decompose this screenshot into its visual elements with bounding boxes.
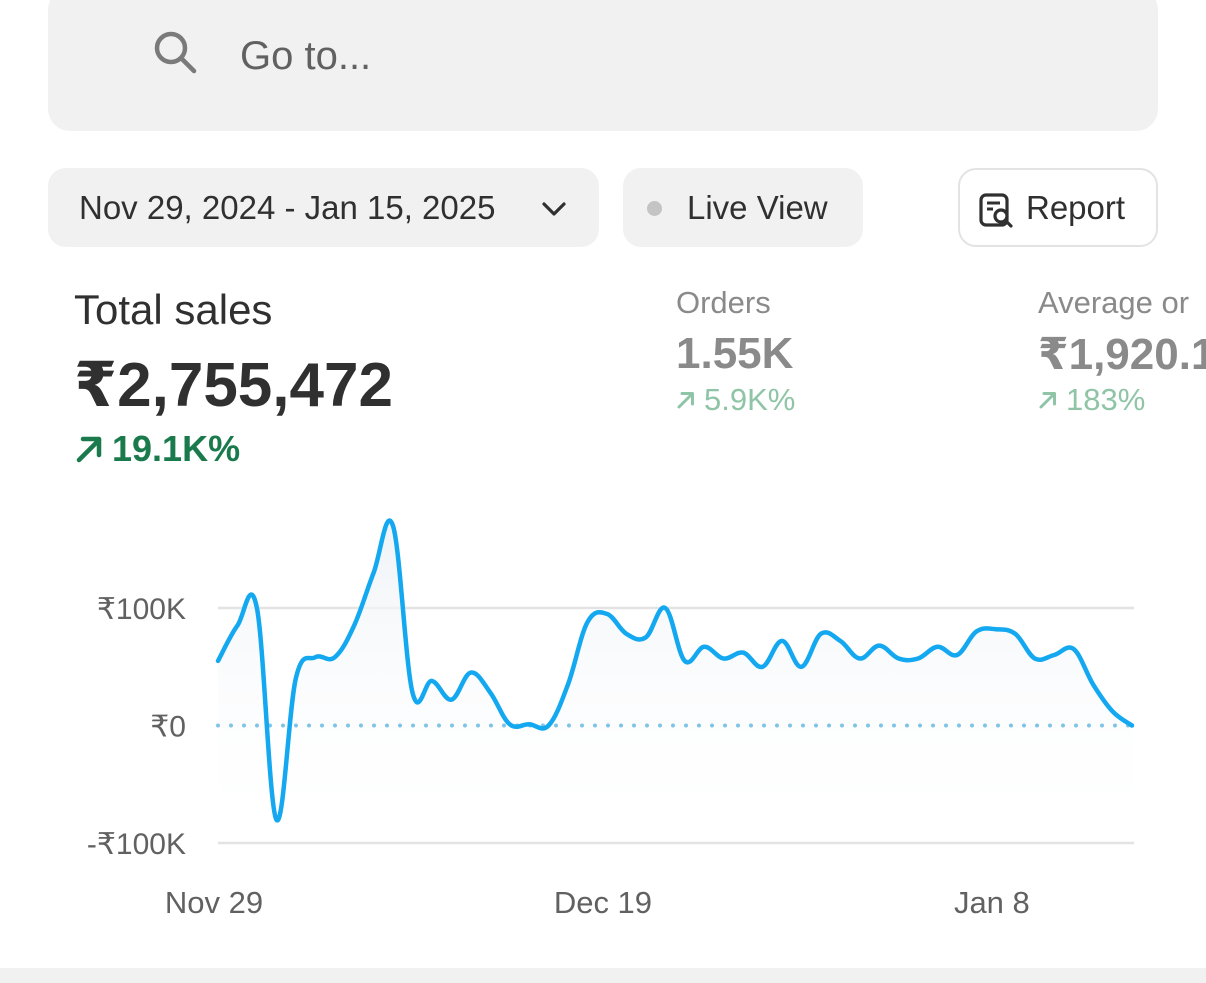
data-point-36 [915, 656, 921, 662]
data-point-38 [954, 652, 960, 658]
data-point-14 [487, 690, 493, 696]
x-axis-labels: Nov 29 Dec 19 Jan 8 [165, 885, 1030, 920]
data-point-44 [1071, 646, 1077, 652]
sales-area-fill [218, 520, 1132, 821]
data-point-35 [896, 656, 902, 662]
x-tick-label: Dec 19 [554, 885, 652, 920]
orders-delta: 5.9K% [676, 382, 795, 418]
data-point-1 [234, 623, 240, 629]
data-point-26 [721, 656, 727, 662]
data-point-30 [798, 664, 804, 670]
data-point-24 [682, 658, 688, 664]
data-point-19 [584, 619, 590, 625]
data-point-41 [1012, 631, 1018, 637]
data-point-3 [273, 817, 279, 823]
orders-value: 1.55K [676, 329, 794, 378]
date-range-label: Nov 29, 2024 - Jan 15, 2025 [79, 188, 496, 226]
arrow-up-right-icon [677, 392, 694, 409]
data-point-18 [565, 681, 571, 687]
data-point-12 [448, 697, 454, 703]
data-point-7 [351, 623, 357, 629]
data-point-40 [993, 626, 999, 632]
total-sales-label[interactable]: Total sales [74, 286, 273, 333]
chevron-down-icon [542, 202, 566, 216]
live-status-dot [647, 201, 662, 216]
data-point-42 [1032, 656, 1038, 662]
data-point-13 [468, 670, 474, 676]
data-point-21 [623, 631, 629, 637]
y-axis-labels: ₹100K ₹0 -₹100K [87, 593, 186, 861]
average-order-delta-value: 183% [1066, 382, 1146, 417]
data-point-39 [973, 629, 979, 635]
data-point-4 [293, 676, 299, 682]
x-tick-label: Nov 29 [165, 885, 263, 920]
data-point-45 [1090, 681, 1096, 687]
search-input[interactable]: Go to... [240, 34, 372, 78]
data-point-17 [546, 723, 552, 729]
data-point-34 [876, 643, 882, 649]
data-point-37 [935, 644, 941, 650]
date-range-picker[interactable]: Nov 29, 2024 - Jan 15, 2025 [48, 168, 599, 247]
report-button[interactable]: Report [958, 168, 1158, 247]
data-point-9 [390, 523, 396, 529]
live-view-button[interactable]: Live View [623, 168, 863, 247]
data-point-28 [760, 664, 766, 670]
data-point-8 [371, 570, 377, 576]
data-point-11 [429, 678, 435, 684]
arrow-up-right-icon [1039, 392, 1056, 409]
total-sales-delta-value: 19.1K% [112, 428, 241, 469]
sales-series-line[interactable] [215, 518, 1135, 823]
data-point-10 [409, 690, 415, 696]
orders-label[interactable]: Orders [676, 285, 771, 320]
data-point-2 [254, 605, 260, 611]
data-point-5 [312, 654, 318, 660]
total-sales-value: ₹2,755,472 [74, 351, 393, 420]
orders-delta-value: 5.9K% [704, 382, 796, 417]
x-tick-label: Jan 8 [954, 885, 1030, 920]
data-point-22 [643, 634, 649, 640]
data-point-32 [837, 638, 843, 644]
live-view-label: Live View [687, 188, 828, 226]
data-point-15 [507, 721, 513, 727]
arrow-up-right-icon [76, 436, 102, 463]
search-bar[interactable]: Go to... [48, 0, 1158, 131]
y-tick-label: -₹100K [87, 828, 186, 861]
y-tick-label: ₹0 [150, 711, 186, 744]
data-point-47 [1129, 723, 1135, 729]
average-order-label[interactable]: Average or [1038, 285, 1190, 320]
data-point-27 [740, 650, 746, 656]
data-point-6 [332, 654, 338, 660]
report-search-icon [979, 193, 1013, 228]
report-label: Report [1026, 188, 1126, 226]
bottom-divider [0, 968, 1206, 983]
search-icon [154, 31, 197, 74]
data-point-29 [779, 638, 785, 644]
data-point-46 [1110, 708, 1116, 714]
data-point-43 [1051, 652, 1057, 658]
total-sales-delta: 19.1K% [74, 428, 240, 470]
data-point-33 [857, 656, 863, 662]
average-order-value: ₹1,920.1 [1038, 330, 1206, 379]
data-point-20 [604, 611, 610, 617]
data-point-23 [662, 605, 668, 611]
average-order-delta: 183% [1038, 382, 1145, 418]
y-tick-label: ₹100K [97, 593, 186, 626]
sales-line-chart[interactable]: ₹100K ₹0 -₹100K Nov 29 Dec 19 Jan 8 [0, 480, 1206, 940]
data-point-0 [215, 658, 221, 664]
data-point-25 [701, 644, 707, 650]
data-point-31 [818, 631, 824, 637]
data-point-16 [526, 721, 532, 727]
